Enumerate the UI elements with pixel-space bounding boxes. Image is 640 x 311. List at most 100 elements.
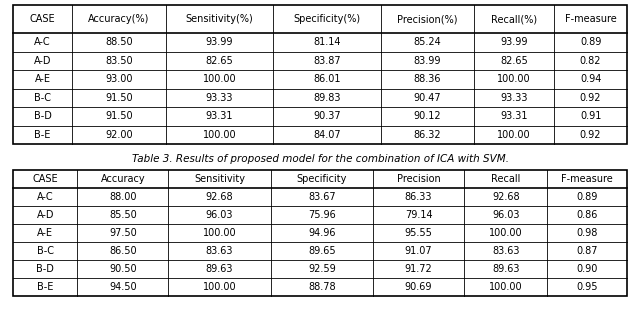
Text: 84.07: 84.07 xyxy=(313,130,340,140)
Text: 86.50: 86.50 xyxy=(109,246,137,256)
Text: 94.96: 94.96 xyxy=(308,228,335,238)
Text: 89.63: 89.63 xyxy=(206,264,234,274)
Text: 100.00: 100.00 xyxy=(489,282,522,292)
Text: 85.24: 85.24 xyxy=(413,37,442,47)
Text: 83.67: 83.67 xyxy=(308,192,336,202)
Text: 0.89: 0.89 xyxy=(577,192,598,202)
Text: 89.83: 89.83 xyxy=(313,93,340,103)
Text: 0.92: 0.92 xyxy=(580,93,602,103)
Text: A-C: A-C xyxy=(37,192,54,202)
Text: 86.32: 86.32 xyxy=(413,130,442,140)
Text: 82.65: 82.65 xyxy=(205,56,233,66)
Text: A-E: A-E xyxy=(37,228,53,238)
Text: 83.63: 83.63 xyxy=(206,246,234,256)
Text: 85.50: 85.50 xyxy=(109,210,137,220)
Text: A-D: A-D xyxy=(36,210,54,220)
Text: 90.37: 90.37 xyxy=(313,111,340,121)
Text: B-D: B-D xyxy=(36,264,54,274)
Text: Sensitivity(%): Sensitivity(%) xyxy=(186,14,253,24)
Text: 95.55: 95.55 xyxy=(404,228,433,238)
Text: 100.00: 100.00 xyxy=(203,228,236,238)
Text: 91.72: 91.72 xyxy=(404,264,433,274)
Text: F-measure: F-measure xyxy=(561,174,613,184)
Text: 93.00: 93.00 xyxy=(105,74,132,84)
Text: 96.03: 96.03 xyxy=(206,210,234,220)
Text: 79.14: 79.14 xyxy=(404,210,433,220)
Text: 0.86: 0.86 xyxy=(577,210,598,220)
Text: 91.50: 91.50 xyxy=(105,93,132,103)
Text: 100.00: 100.00 xyxy=(203,130,236,140)
Text: 90.47: 90.47 xyxy=(413,93,442,103)
Text: 88.00: 88.00 xyxy=(109,192,137,202)
Text: 97.50: 97.50 xyxy=(109,228,137,238)
Text: B-E: B-E xyxy=(37,282,53,292)
Text: 90.69: 90.69 xyxy=(404,282,432,292)
Text: 0.89: 0.89 xyxy=(580,37,601,47)
Text: 92.68: 92.68 xyxy=(492,192,520,202)
Text: 93.33: 93.33 xyxy=(500,93,528,103)
Text: 0.82: 0.82 xyxy=(580,56,602,66)
Text: 90.12: 90.12 xyxy=(413,111,442,121)
Text: 92.59: 92.59 xyxy=(308,264,336,274)
Text: Precision(%): Precision(%) xyxy=(397,14,458,24)
Text: Precision: Precision xyxy=(397,174,440,184)
Bar xyxy=(13,170,627,296)
Text: 0.87: 0.87 xyxy=(577,246,598,256)
Text: A-C: A-C xyxy=(34,37,51,47)
Text: CASE: CASE xyxy=(29,14,55,24)
Text: Table 3. Results of proposed model for the combination of ICA with SVM.: Table 3. Results of proposed model for t… xyxy=(131,154,509,164)
Text: CASE: CASE xyxy=(33,174,58,184)
Text: 93.99: 93.99 xyxy=(205,37,233,47)
Text: 93.31: 93.31 xyxy=(205,111,233,121)
Text: Specificity: Specificity xyxy=(297,174,347,184)
Text: 92.00: 92.00 xyxy=(105,130,132,140)
Text: 0.98: 0.98 xyxy=(577,228,598,238)
Text: 81.14: 81.14 xyxy=(313,37,340,47)
Text: 100.00: 100.00 xyxy=(203,282,236,292)
Text: 92.68: 92.68 xyxy=(205,192,234,202)
Text: 88.78: 88.78 xyxy=(308,282,336,292)
Text: 89.63: 89.63 xyxy=(492,264,520,274)
Text: 100.00: 100.00 xyxy=(497,130,531,140)
Text: 83.99: 83.99 xyxy=(414,56,442,66)
Text: A-E: A-E xyxy=(35,74,51,84)
Text: 100.00: 100.00 xyxy=(203,74,236,84)
Text: Accuracy(%): Accuracy(%) xyxy=(88,14,150,24)
Text: 75.96: 75.96 xyxy=(308,210,336,220)
Text: 0.92: 0.92 xyxy=(580,130,602,140)
Text: 93.99: 93.99 xyxy=(500,37,528,47)
Text: 93.33: 93.33 xyxy=(205,93,233,103)
Text: 83.87: 83.87 xyxy=(313,56,340,66)
Text: 0.95: 0.95 xyxy=(577,282,598,292)
Text: 86.01: 86.01 xyxy=(313,74,340,84)
Text: 91.07: 91.07 xyxy=(404,246,433,256)
Text: 0.90: 0.90 xyxy=(577,264,598,274)
Text: 100.00: 100.00 xyxy=(489,228,522,238)
Text: Recall: Recall xyxy=(491,174,520,184)
Bar xyxy=(13,5,627,144)
Text: 94.50: 94.50 xyxy=(109,282,137,292)
Text: 82.65: 82.65 xyxy=(500,56,528,66)
Text: 0.94: 0.94 xyxy=(580,74,601,84)
Text: Sensitivity: Sensitivity xyxy=(194,174,245,184)
Text: 86.33: 86.33 xyxy=(404,192,432,202)
Text: 93.31: 93.31 xyxy=(500,111,528,121)
Text: F-measure: F-measure xyxy=(564,14,616,24)
Text: 83.50: 83.50 xyxy=(105,56,132,66)
Text: 96.03: 96.03 xyxy=(492,210,520,220)
Text: Specificity(%): Specificity(%) xyxy=(293,14,360,24)
Text: B-C: B-C xyxy=(34,93,51,103)
Text: 90.50: 90.50 xyxy=(109,264,137,274)
Text: A-D: A-D xyxy=(34,56,51,66)
Text: 83.63: 83.63 xyxy=(492,246,520,256)
Text: 0.91: 0.91 xyxy=(580,111,601,121)
Text: 100.00: 100.00 xyxy=(497,74,531,84)
Text: 91.50: 91.50 xyxy=(105,111,132,121)
Text: Accuracy: Accuracy xyxy=(100,174,145,184)
Text: 89.65: 89.65 xyxy=(308,246,336,256)
Text: B-C: B-C xyxy=(36,246,54,256)
Text: B-E: B-E xyxy=(35,130,51,140)
Text: Recall(%): Recall(%) xyxy=(491,14,538,24)
Text: 88.36: 88.36 xyxy=(414,74,442,84)
Text: 88.50: 88.50 xyxy=(105,37,132,47)
